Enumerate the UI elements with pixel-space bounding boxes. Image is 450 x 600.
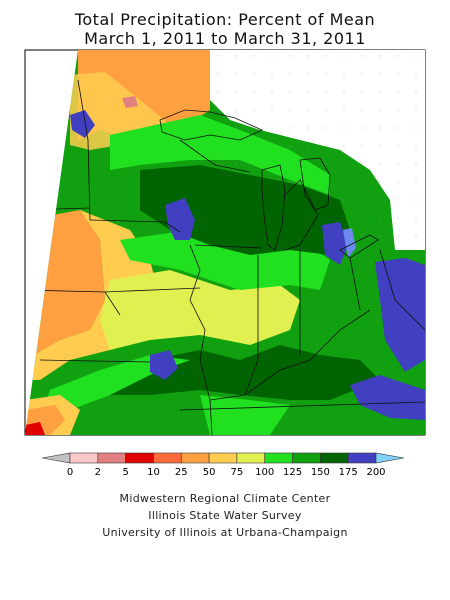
credit-line-2: Illinois State Water Survey: [148, 509, 302, 522]
map-title-line1: Total Precipitation: Percent of Mean: [74, 10, 376, 29]
legend-tick-label: 5: [122, 467, 128, 478]
legend-tick-label: 25: [175, 467, 188, 478]
legend-swatch: [208, 452, 238, 464]
legend-arrow-low: [41, 452, 71, 464]
legend-colorbar: [41, 452, 405, 464]
legend-tick-label: 200: [366, 467, 385, 478]
legend-tick-label: 2: [95, 467, 101, 478]
credit-line-1: Midwestern Regional Climate Center: [119, 492, 331, 505]
legend-swatch: [292, 452, 321, 464]
legend-tick-label: 75: [231, 467, 244, 478]
legend-swatch: [180, 452, 210, 464]
legend-tick-labels: 0 2 5 10 25 50 75 100 125 150 175 200: [67, 467, 386, 478]
legend-tick-label: 0: [67, 467, 73, 478]
legend-tick-label: 100: [255, 467, 274, 478]
map-title-line2: March 1, 2011 to March 31, 2011: [84, 29, 366, 48]
legend-tick-label: 50: [203, 467, 216, 478]
legend-swatch: [69, 452, 99, 464]
legend-swatch: [97, 452, 126, 464]
legend-tick-label: 150: [311, 467, 330, 478]
precip-contours: [25, 50, 425, 435]
credit-line-3: University of Illinois at Urbana-Champai…: [102, 526, 348, 539]
legend-swatch: [236, 452, 266, 464]
legend-tick-label: 175: [339, 467, 358, 478]
legend-swatch: [264, 452, 293, 464]
legend-swatch: [347, 452, 377, 464]
legend-swatch: [153, 452, 182, 464]
legend-swatch: [320, 452, 349, 464]
legend-swatch: [125, 452, 154, 464]
legend-tick-label: 10: [147, 467, 160, 478]
legend-tick-label: 125: [283, 467, 302, 478]
legend-arrow-high: [375, 452, 405, 464]
